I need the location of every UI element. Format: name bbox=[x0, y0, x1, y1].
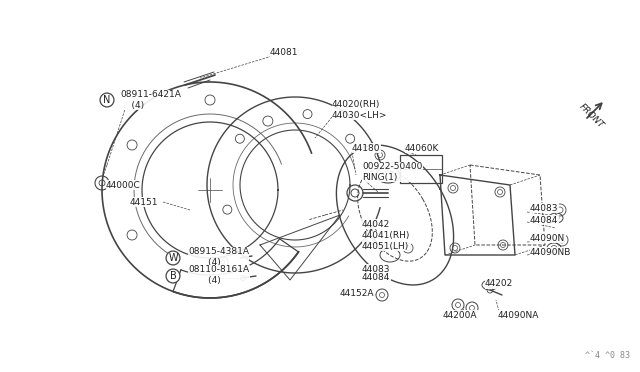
Text: 44083: 44083 bbox=[530, 203, 559, 212]
Text: 08911-6421A
    (4): 08911-6421A (4) bbox=[120, 90, 181, 110]
Text: 44090N: 44090N bbox=[530, 234, 565, 243]
Text: 44151: 44151 bbox=[130, 198, 159, 206]
Text: 44152A: 44152A bbox=[340, 289, 374, 298]
Text: 44000C: 44000C bbox=[106, 180, 141, 189]
Text: 44090NB: 44090NB bbox=[530, 247, 572, 257]
Text: 44084: 44084 bbox=[530, 215, 558, 224]
Text: 44060K: 44060K bbox=[405, 144, 440, 153]
Text: 44020(RH)
44030<LH>: 44020(RH) 44030<LH> bbox=[332, 100, 387, 120]
Text: 44083: 44083 bbox=[362, 264, 390, 273]
Text: 44090NA: 44090NA bbox=[498, 311, 540, 320]
Text: 44202: 44202 bbox=[485, 279, 513, 289]
Text: B: B bbox=[170, 271, 177, 281]
Text: 44042: 44042 bbox=[362, 219, 390, 228]
Text: 44180: 44180 bbox=[352, 144, 381, 153]
Text: 44041(RH)
44051(LH): 44041(RH) 44051(LH) bbox=[362, 231, 410, 251]
Text: FRONT: FRONT bbox=[577, 102, 605, 130]
Text: 08915-4381A
       (4): 08915-4381A (4) bbox=[188, 247, 249, 267]
Bar bbox=[400, 155, 442, 183]
Text: 08110-8161A
       (4): 08110-8161A (4) bbox=[188, 265, 249, 285]
Text: ^`4 ^0 83: ^`4 ^0 83 bbox=[585, 351, 630, 360]
Text: 44200A: 44200A bbox=[443, 311, 477, 320]
Text: N: N bbox=[103, 95, 111, 105]
Text: W: W bbox=[168, 253, 178, 263]
Text: 44081: 44081 bbox=[270, 48, 298, 57]
Text: 00922-50400
RING(1): 00922-50400 RING(1) bbox=[362, 162, 422, 182]
Text: 44084: 44084 bbox=[362, 273, 390, 282]
